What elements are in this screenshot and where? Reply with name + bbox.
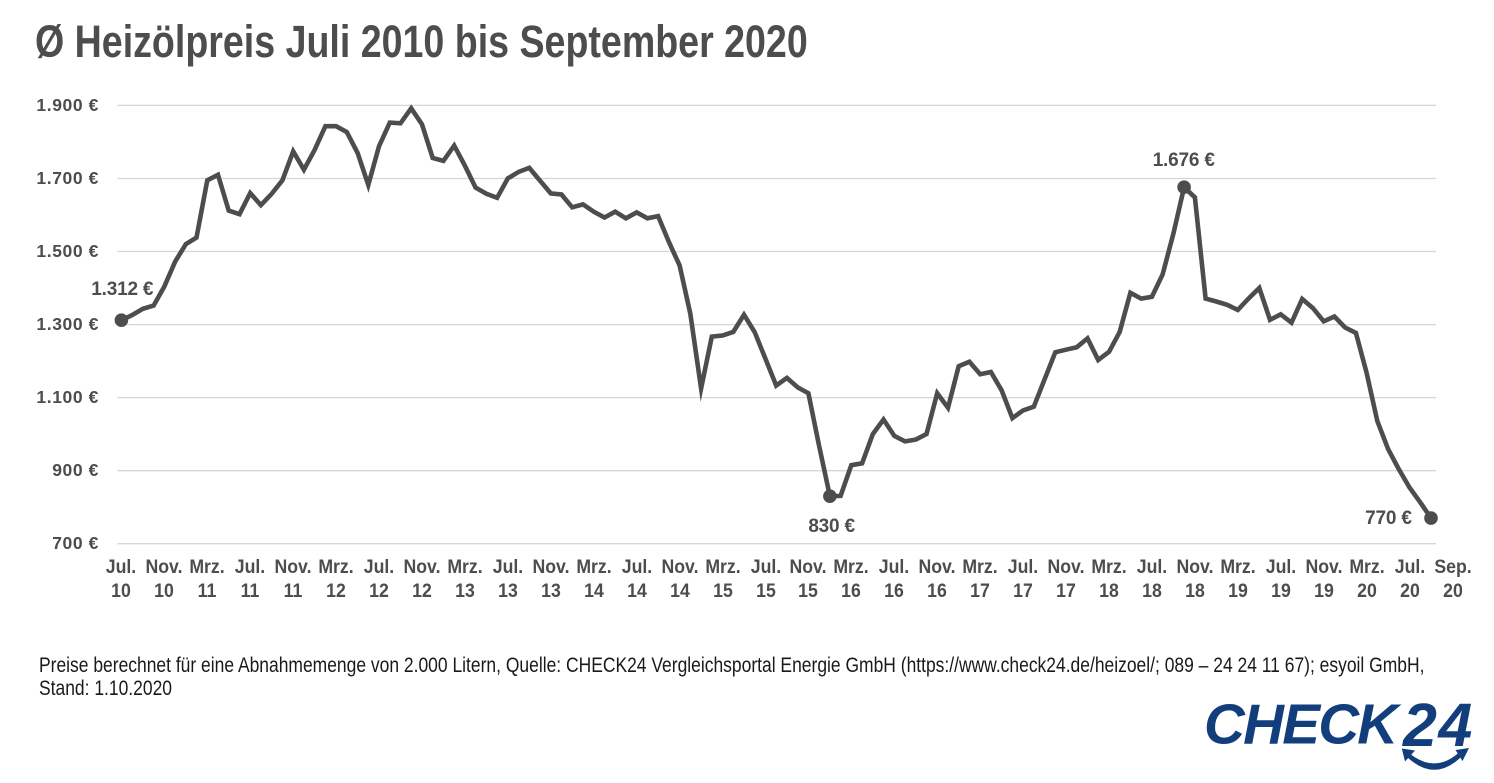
svg-text:CHECK: CHECK (1204, 693, 1402, 756)
svg-text:24: 24 (1402, 691, 1474, 759)
